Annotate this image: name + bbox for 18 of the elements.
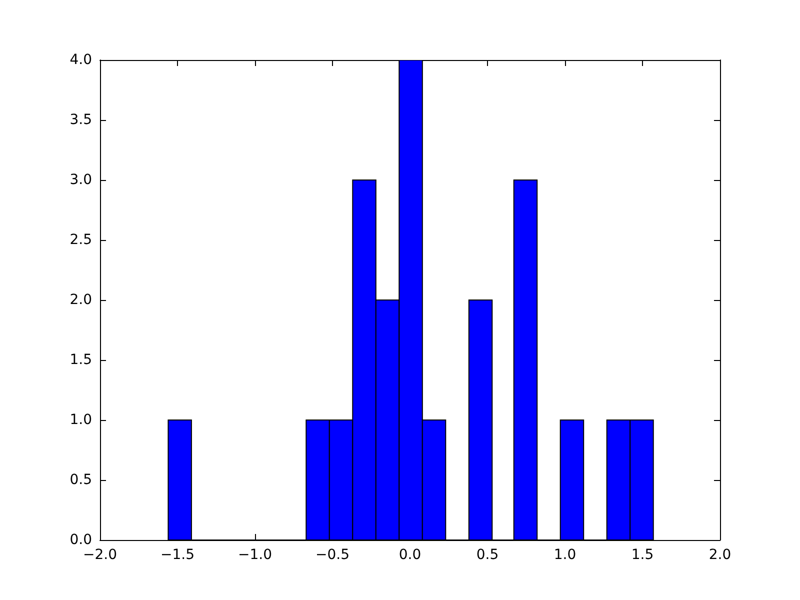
y-tick-label: 0.0 — [70, 532, 92, 548]
x-tick-label: −0.5 — [316, 547, 350, 563]
y-tick-label: 2.0 — [70, 292, 92, 308]
y-tick-label: 1.0 — [70, 412, 92, 428]
x-tick-label: −1.0 — [238, 547, 272, 563]
y-tick-label: 2.5 — [70, 232, 92, 248]
x-tick-label: 2.0 — [708, 547, 732, 563]
x-tick-label: 0.5 — [476, 547, 499, 563]
x-tick-label: 0.0 — [398, 547, 422, 563]
x-tick-label: 1.0 — [554, 547, 576, 563]
y-tick-label: 1.5 — [70, 352, 92, 368]
x-tick-label: 1.5 — [631, 547, 654, 563]
y-tick-label: 0.5 — [70, 472, 92, 488]
y-tick-label: 4.0 — [70, 52, 92, 68]
x-tick-label: −2.0 — [83, 547, 117, 563]
y-tick-label: 3.5 — [70, 112, 92, 128]
x-tick-label: −1.5 — [160, 547, 194, 563]
y-tick-label: 3.0 — [70, 172, 92, 188]
